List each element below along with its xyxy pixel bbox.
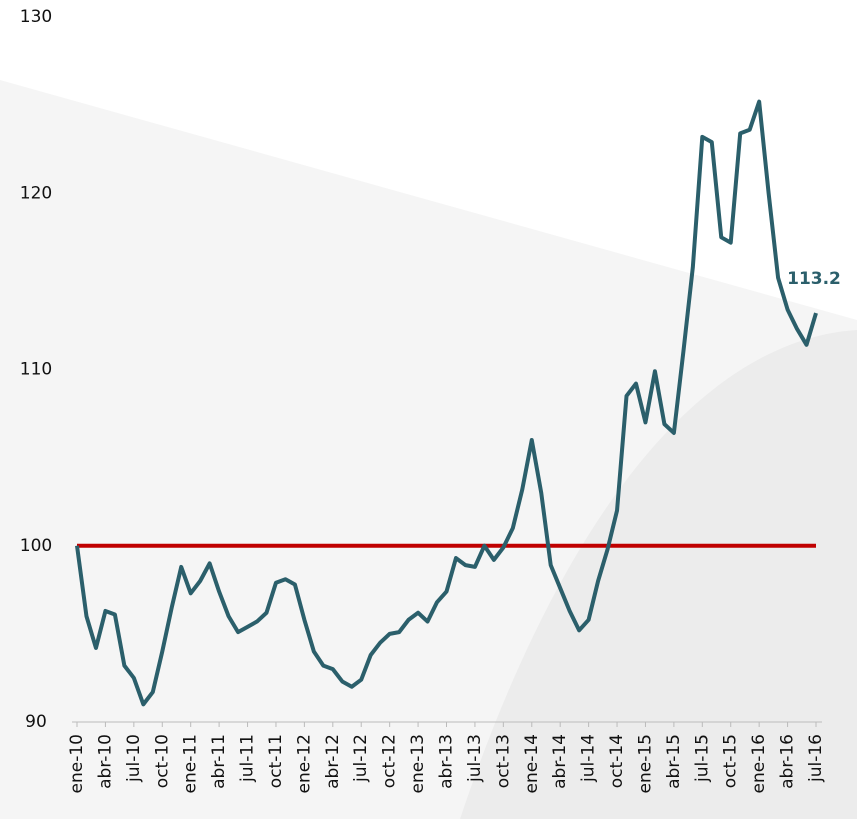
data-label: 113.2 xyxy=(787,269,841,289)
x-tick-label: jul-11 xyxy=(238,734,258,783)
x-tick-label: abr-11 xyxy=(209,734,229,789)
x-tick-label: abr-12 xyxy=(323,734,343,789)
x-tick-label: ene-15 xyxy=(635,734,655,793)
x-tick-label: abr-15 xyxy=(664,734,684,789)
x-tick-label: ene-16 xyxy=(749,734,769,793)
x-tick-label: abr-10 xyxy=(95,734,115,789)
x-tick-label: abr-13 xyxy=(437,734,457,789)
x-tick-label: oct-12 xyxy=(380,734,400,788)
y-tick-label: 100 xyxy=(20,536,52,556)
y-tick-label: 90 xyxy=(25,712,47,732)
x-tick-label: ene-11 xyxy=(181,734,201,793)
x-tick-label: oct-15 xyxy=(721,734,741,788)
x-tick-label: jul-14 xyxy=(579,734,599,783)
x-tick-label: ene-14 xyxy=(522,734,542,793)
y-tick-label: 130 xyxy=(20,7,52,27)
x-tick-label: abr-16 xyxy=(778,734,798,789)
x-tick-label: ene-13 xyxy=(408,734,428,793)
data-line xyxy=(75,99,818,707)
background-shape xyxy=(460,330,857,819)
x-tick-label: jul-10 xyxy=(124,734,144,783)
x-tick-label: oct-11 xyxy=(266,734,286,788)
x-tick-label: abr-14 xyxy=(550,734,570,789)
y-tick-label: 120 xyxy=(20,183,52,203)
x-tick-label: oct-13 xyxy=(493,734,513,788)
x-tick-label: ene-10 xyxy=(67,734,87,793)
x-tick-label: ene-12 xyxy=(294,734,314,793)
y-tick-label: 110 xyxy=(20,360,52,380)
x-tick-label: jul-16 xyxy=(806,734,826,783)
x-tick-label: jul-12 xyxy=(351,734,371,783)
x-tick-label: jul-15 xyxy=(692,734,712,783)
x-tick-label: oct-14 xyxy=(607,734,627,788)
x-tick-label: oct-10 xyxy=(152,734,172,788)
x-tick-label: jul-13 xyxy=(465,734,485,783)
